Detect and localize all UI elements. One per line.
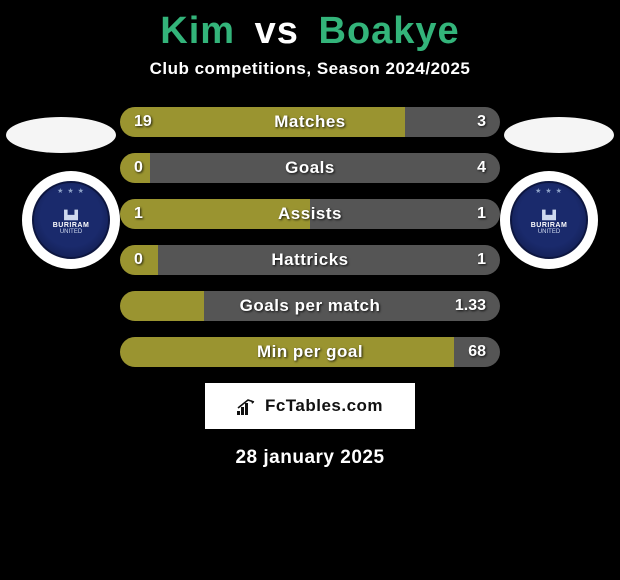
branding-text: FcTables.com: [265, 396, 383, 416]
stat-row: Hattricks 0 1: [120, 245, 500, 275]
crest-name: BURIRAM: [53, 222, 90, 229]
stat-label: Matches: [274, 112, 346, 132]
stat-value-right: 3: [477, 113, 486, 131]
stat-value-right: 68: [468, 343, 486, 361]
stat-row: Goals per match 1.33: [120, 291, 500, 321]
player2-name: Boakye: [319, 10, 460, 52]
stat-row: Matches 19 3: [120, 107, 500, 137]
stat-label: Hattricks: [271, 250, 348, 270]
crest-castle-icon: ▙▟: [542, 210, 556, 221]
stat-value-left: 0: [134, 251, 143, 269]
stat-label: Goals per match: [240, 296, 381, 316]
crest-stars-icon: ★ ★ ★: [57, 187, 85, 195]
stat-value-right: 1: [477, 205, 486, 223]
crest-sub: UNITED: [538, 229, 560, 235]
branding-banner: FcTables.com: [205, 383, 415, 429]
stat-value-left: 1: [134, 205, 143, 223]
stat-label: Assists: [278, 204, 342, 224]
crest-sub: UNITED: [60, 229, 82, 235]
bar-left-fill: [120, 291, 204, 321]
content-area: ★ ★ ★ ▙▟ BURIRAM UNITED ★ ★ ★ ▙▟ BURIRAM…: [0, 107, 620, 469]
club-crest-icon: ★ ★ ★ ▙▟ BURIRAM UNITED: [32, 181, 110, 259]
crest-name: BURIRAM: [531, 222, 568, 229]
comparison-title: Kim vs Boakye: [0, 0, 620, 53]
stat-value-left: 0: [134, 159, 143, 177]
club-badge-left: ★ ★ ★ ▙▟ BURIRAM UNITED: [22, 171, 120, 269]
club-crest-icon: ★ ★ ★ ▙▟ BURIRAM UNITED: [510, 181, 588, 259]
stat-row: Goals 0 4: [120, 153, 500, 183]
stat-label: Goals: [285, 158, 335, 178]
stat-label: Min per goal: [257, 342, 363, 362]
stat-value-right: 1.33: [455, 297, 486, 315]
flag-left: [6, 117, 116, 153]
flag-right: [504, 117, 614, 153]
stat-bars: Matches 19 3 Goals 0 4 Assists 1 1 Hattricks 0 1 Goa…: [120, 107, 500, 367]
fctables-logo-icon: [237, 397, 259, 415]
club-badge-right: ★ ★ ★ ▙▟ BURIRAM UNITED: [500, 171, 598, 269]
stat-value-right: 4: [477, 159, 486, 177]
stat-row: Assists 1 1: [120, 199, 500, 229]
player1-name: Kim: [160, 10, 235, 52]
stat-row: Min per goal 68: [120, 337, 500, 367]
date-label: 28 january 2025: [0, 447, 620, 469]
stat-value-left: 19: [134, 113, 152, 131]
crest-stars-icon: ★ ★ ★: [535, 187, 563, 195]
crest-castle-icon: ▙▟: [64, 210, 78, 221]
vs-label: vs: [255, 10, 299, 52]
subtitle: Club competitions, Season 2024/2025: [0, 59, 620, 79]
stat-value-right: 1: [477, 251, 486, 269]
bar-left-fill: [120, 107, 405, 137]
